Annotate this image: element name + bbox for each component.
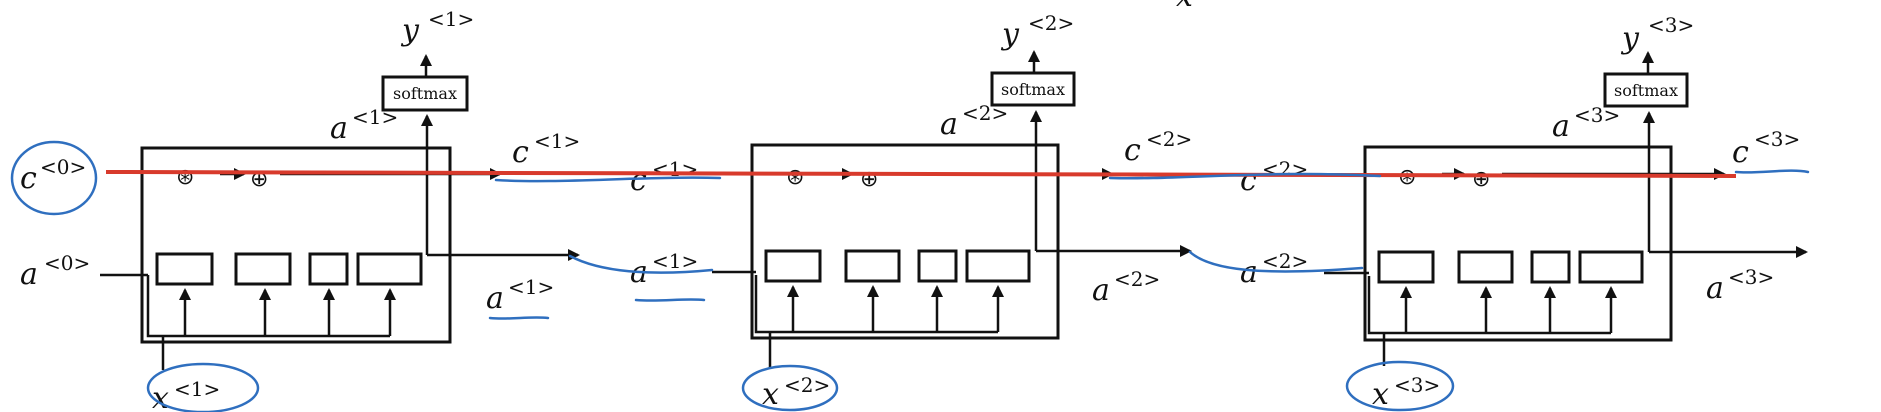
gate-box-1c xyxy=(308,252,349,286)
gate-box-2d xyxy=(965,249,1031,283)
x2-label: x xyxy=(762,377,779,412)
y1-sup: <1> xyxy=(428,7,474,31)
underline-a1-out-ink xyxy=(488,316,550,320)
softmax-label-2: softmax xyxy=(1001,80,1065,99)
truncated-x-label: x xyxy=(1176,0,1193,14)
c2-hand-sup: <2> xyxy=(1262,157,1308,181)
softmax-label-1: softmax xyxy=(393,84,457,103)
c3-out-label: c xyxy=(1732,135,1749,170)
c1-out-sup: <1> xyxy=(534,129,580,153)
c2-out-sup: <2> xyxy=(1146,127,1192,151)
a2-hand-label: a xyxy=(1240,255,1258,290)
c3-out-sup: <3> xyxy=(1754,127,1800,151)
lstm-unit-1: ⊛ ⊕ softmax y <1> a <1> c <1> c <1> a <1… xyxy=(140,7,698,412)
gate-box-3c xyxy=(1530,250,1571,284)
x2-sup: <2> xyxy=(784,373,830,397)
a1-hand-sup: <1> xyxy=(652,249,698,273)
multiply-gate-1: ⊛ xyxy=(176,165,194,190)
underline-c2-ink xyxy=(1108,172,1382,180)
softmax-box-3 xyxy=(1603,72,1689,108)
a3-top-label: a xyxy=(1552,109,1570,144)
gate-box-2a xyxy=(764,249,822,283)
softmax-box-1 xyxy=(381,75,469,112)
y3-sup: <3> xyxy=(1648,13,1694,37)
x1-label: x xyxy=(152,381,169,412)
underline-a1-hand-stroke xyxy=(568,254,714,274)
lstm-unit-3: ⊛ ⊕ softmax y <3> a <3> c <3> a <3> x <3… xyxy=(1324,13,1808,412)
multiply-gate-3: ⊛ xyxy=(1398,165,1416,190)
a0-label: a xyxy=(20,257,38,292)
a0-sup: <0> xyxy=(44,251,90,275)
cell-box-2 xyxy=(750,143,1060,340)
add-gate-3: ⊕ xyxy=(1472,167,1490,192)
x2-circle-annotation xyxy=(741,364,839,412)
y1-label: y xyxy=(400,13,420,48)
a2-top-label: a xyxy=(940,107,958,142)
a1-top-sup: <1> xyxy=(352,105,398,129)
multiply-gate-2: ⊛ xyxy=(786,165,804,190)
c1-hand-label: c xyxy=(630,163,647,198)
c0-circle-annotation xyxy=(10,140,98,216)
underline-a1-hand-ink xyxy=(634,298,706,302)
a2-top-sup: <2> xyxy=(962,101,1008,125)
c0-label: c xyxy=(20,161,37,196)
gate-box-3b xyxy=(1457,250,1514,284)
a3-out-sup: <3> xyxy=(1728,265,1774,289)
cell-box-3 xyxy=(1363,145,1673,342)
a2-out-sup: <2> xyxy=(1114,267,1160,291)
underline-a2-hand-ink xyxy=(1188,250,1364,273)
a2-hand-sup: <2> xyxy=(1262,249,1308,273)
a2-out-label: a xyxy=(1092,273,1110,308)
y3-label: y xyxy=(1620,21,1640,56)
a1-out-label: a xyxy=(486,281,504,316)
a3-top-sup: <3> xyxy=(1574,103,1620,127)
softmax-label-3: softmax xyxy=(1614,81,1678,100)
underline-c1-ink xyxy=(494,176,722,183)
c2-hand-label: c xyxy=(1240,163,1257,198)
gate-box-3a xyxy=(1377,250,1435,284)
c1-out-label: c xyxy=(512,135,529,170)
a1-top-label: a xyxy=(330,111,348,146)
add-gate-2: ⊕ xyxy=(860,167,878,192)
x3-circle-annotation xyxy=(1345,360,1455,412)
c0-sup: <0> xyxy=(40,155,86,179)
x3-sup: <3> xyxy=(1394,373,1440,397)
underline-c3-ink xyxy=(1734,169,1810,174)
gate-box-1a xyxy=(155,252,214,286)
cell-box-1 xyxy=(140,146,452,344)
gate-box-1d xyxy=(356,252,423,286)
a1-out-sup: <1> xyxy=(508,275,554,299)
gate-box-3d xyxy=(1578,250,1644,284)
gate-box-1b xyxy=(234,252,292,286)
x3-label: x xyxy=(1372,377,1389,412)
y2-label: y xyxy=(1000,17,1020,52)
lstm-unit-2: ⊛ ⊕ softmax y <2> a <2> c <2> c <2> a <2… xyxy=(712,11,1308,412)
x1-circle-annotation xyxy=(146,362,260,412)
cell-state-highlight xyxy=(105,170,1737,178)
gate-box-2c xyxy=(917,249,958,283)
c2-out-label: c xyxy=(1124,133,1141,168)
a3-out-label: a xyxy=(1706,271,1724,306)
y2-sup: <2> xyxy=(1028,11,1074,35)
gate-box-2b xyxy=(844,249,901,283)
x1-sup: <1> xyxy=(174,377,220,401)
